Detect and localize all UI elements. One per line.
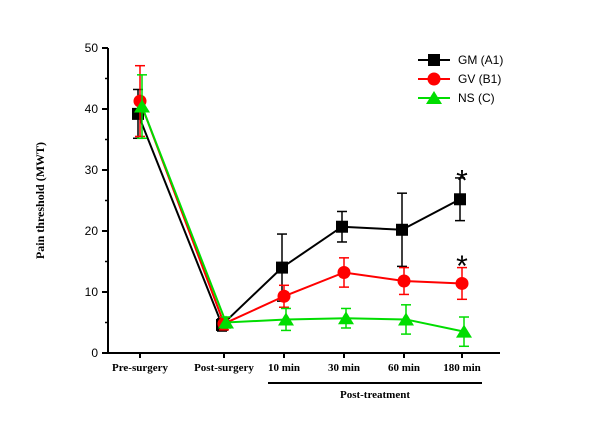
data-point — [218, 315, 234, 329]
x-tick-label: Post-surgery — [194, 362, 254, 374]
data-point — [398, 312, 414, 326]
y-axis-title: Pain threshold (MWT) — [33, 142, 47, 259]
data-point — [276, 261, 288, 274]
series-line — [139, 100, 463, 326]
legend-item: GM (A1) — [418, 53, 503, 67]
x-tick-label: Pre-surgery — [112, 362, 168, 374]
series-line — [141, 106, 465, 333]
x-tick-label: 60 min — [388, 362, 420, 374]
data-point — [337, 265, 351, 279]
data-point — [336, 220, 348, 233]
series-triangle — [134, 74, 472, 348]
data-point — [454, 193, 466, 206]
significance-star: * — [456, 164, 468, 197]
data-point — [134, 99, 150, 113]
data-point — [278, 312, 294, 326]
legend-label: NS (C) — [458, 91, 495, 105]
axes: 0 10 20 30 40 50 Pre-surgery Post-surgery 10 min… — [33, 41, 500, 401]
plot-area: ** — [132, 64, 472, 348]
y-tick-label: 40 — [85, 102, 99, 116]
data-point — [396, 223, 408, 236]
y-tick-label: 20 — [85, 224, 99, 238]
legend: GM (A1) GV (B1) NS (C) — [418, 53, 503, 105]
y-tick-label: 50 — [85, 41, 99, 55]
legend-label: GM (A1) — [458, 53, 503, 67]
legend-marker — [428, 54, 440, 66]
legend-label: GV (B1) — [458, 72, 501, 86]
x-tick-label: 180 min — [443, 362, 481, 374]
legend-item: GV (B1) — [418, 72, 501, 86]
data-point — [397, 274, 411, 288]
group-label: Post-treatment — [340, 389, 410, 401]
x-tick-label: 10 min — [268, 362, 300, 374]
y-tick-label: 0 — [91, 346, 98, 360]
significance-star: * — [456, 250, 468, 283]
y-tick-label: 30 — [85, 163, 99, 177]
series-line — [137, 113, 461, 327]
legend-item: NS (C) — [418, 91, 495, 105]
series-circle — [133, 64, 469, 331]
legend-marker — [426, 91, 442, 104]
data-point — [456, 324, 472, 338]
data-point — [338, 311, 354, 325]
data-point — [277, 289, 291, 303]
y-tick-label: 10 — [85, 285, 99, 299]
data-point — [455, 276, 469, 290]
legend-marker — [427, 72, 441, 86]
x-tick-label: 30 min — [328, 362, 360, 374]
